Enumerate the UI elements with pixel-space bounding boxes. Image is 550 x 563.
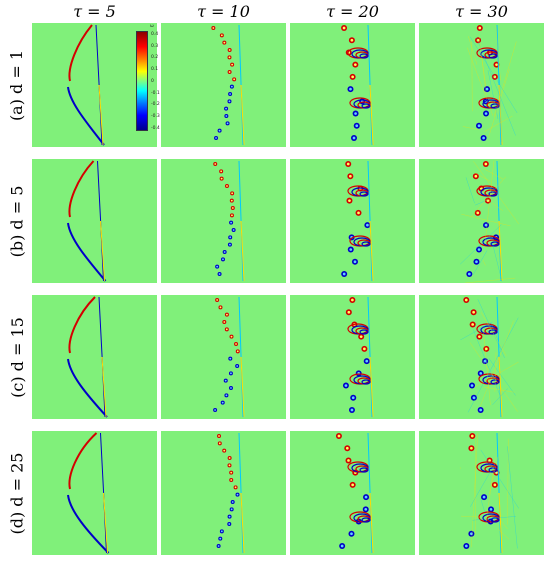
colorbar-tick-label: 0.3 bbox=[151, 43, 159, 49]
vorticity-panel-r3-c1 bbox=[32, 295, 157, 419]
vorticity-panel-r4-c3 bbox=[290, 431, 415, 555]
colorbar-tick-label: -0.1 bbox=[151, 90, 160, 96]
colorbar bbox=[136, 31, 148, 131]
row-label-d-15: (c) d = 15 bbox=[7, 316, 27, 398]
colorbar-tick-label: -0.2 bbox=[151, 102, 160, 108]
vorticity-panel-r1-c2 bbox=[161, 23, 286, 147]
colorbar-tick-label: 0.4 bbox=[151, 32, 159, 37]
vorticity-panel-r3-c2 bbox=[161, 295, 286, 419]
vorticity-panel-r4-c2 bbox=[161, 431, 286, 555]
vorticity-panel-r4-c4 bbox=[419, 431, 544, 555]
column-title-tau-5: τ = 5 bbox=[73, 2, 116, 21]
colorbar-tick-label: 0 bbox=[151, 78, 154, 84]
row-label-d-1: (a) d = 1 bbox=[7, 49, 27, 121]
colorbar-tick-label: 0.2 bbox=[151, 55, 159, 61]
column-title-tau-10: τ = 10 bbox=[197, 2, 250, 21]
colorbar-tick-label: -0.4 bbox=[151, 125, 160, 131]
vorticity-panel-r2-c4 bbox=[419, 159, 544, 283]
row-label-d-5: (b) d = 5 bbox=[7, 185, 27, 257]
vorticity-panel-r2-c1 bbox=[32, 159, 157, 283]
vorticity-panel-r3-c3 bbox=[290, 295, 415, 419]
vorticity-panel-r1-c4 bbox=[419, 23, 544, 147]
column-title-tau-20: τ = 20 bbox=[326, 2, 379, 21]
column-title-tau-30: τ = 30 bbox=[455, 2, 508, 21]
row-label-d-25: (d) d = 25 bbox=[7, 452, 27, 534]
vorticity-panel-r3-c4 bbox=[419, 295, 544, 419]
colorbar-tick-label: 0.1 bbox=[151, 67, 159, 73]
vorticity-panel-r1-c3 bbox=[290, 23, 415, 147]
vorticity-panel-r2-c3 bbox=[290, 159, 415, 283]
vorticity-panel-r2-c2 bbox=[161, 159, 286, 283]
colorbar-title: ω bbox=[150, 24, 154, 29]
colorbar-tick-label: -0.3 bbox=[151, 113, 160, 119]
vorticity-panel-r4-c1 bbox=[32, 431, 157, 555]
